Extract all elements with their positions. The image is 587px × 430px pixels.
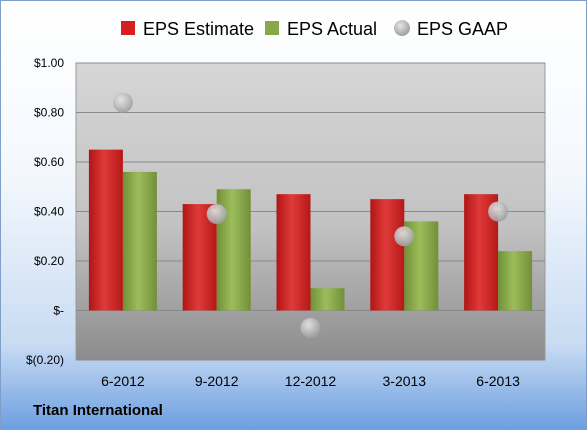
marker-eps-gaap — [394, 226, 415, 247]
legend-swatch — [394, 20, 410, 36]
legend-label: EPS Actual — [287, 19, 377, 39]
y-tick-label: $- — [53, 304, 64, 318]
x-tick-label: 6-2012 — [101, 373, 145, 389]
y-tick-label: $0.40 — [34, 205, 64, 219]
marker-eps-gaap — [300, 317, 321, 338]
marker-eps-gaap — [206, 203, 227, 224]
x-tick-label: 12-2012 — [285, 373, 337, 389]
bar-eps-estimate — [276, 194, 311, 311]
bar-eps-actual — [498, 251, 533, 311]
bar-eps-estimate — [370, 199, 405, 311]
bar-eps-actual — [310, 288, 345, 311]
x-tick-label: 6-2013 — [476, 373, 520, 389]
x-tick-label: 9-2012 — [195, 373, 239, 389]
y-tick-label: $0.20 — [34, 254, 64, 268]
y-tick-label: $(0.20) — [26, 353, 64, 367]
bar-eps-estimate — [88, 149, 123, 311]
y-tick-label: $0.60 — [34, 155, 64, 169]
y-tick-label: $0.80 — [34, 106, 64, 120]
bar-eps-actual — [122, 171, 157, 311]
legend-swatch — [121, 21, 135, 35]
y-tick-label: $1.00 — [34, 56, 64, 70]
marker-eps-gaap — [112, 92, 133, 113]
legend-label: EPS GAAP — [417, 19, 508, 39]
company-name: Titan International — [33, 402, 163, 419]
legend-label: EPS Estimate — [143, 19, 254, 39]
marker-eps-gaap — [488, 201, 509, 222]
x-tick-label: 3-2013 — [383, 373, 427, 389]
legend-swatch — [265, 21, 279, 35]
